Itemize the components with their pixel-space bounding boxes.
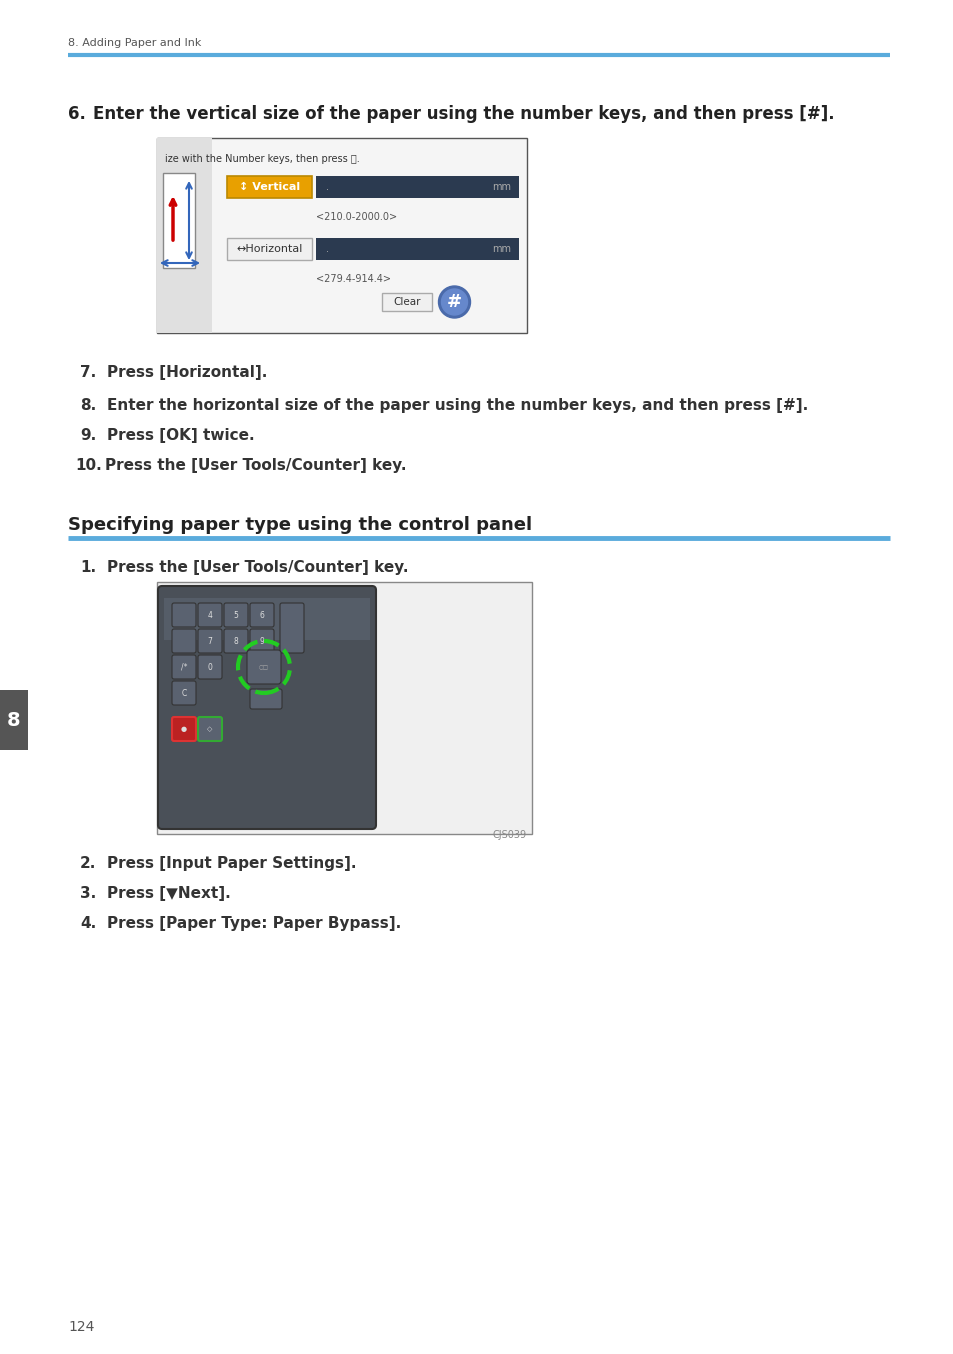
Text: 8: 8 <box>233 636 238 646</box>
Text: 7.: 7. <box>80 366 96 380</box>
FancyBboxPatch shape <box>250 689 282 709</box>
FancyBboxPatch shape <box>157 138 212 333</box>
FancyBboxPatch shape <box>247 650 281 684</box>
Text: 7: 7 <box>208 636 213 646</box>
Text: Enter the horizontal size of the paper using the number keys, and then press [#]: Enter the horizontal size of the paper u… <box>107 398 807 413</box>
FancyBboxPatch shape <box>280 603 304 653</box>
Text: C: C <box>181 688 187 697</box>
Text: <210.0-2000.0>: <210.0-2000.0> <box>315 213 396 222</box>
FancyBboxPatch shape <box>315 238 518 260</box>
Text: ○□: ○□ <box>258 665 269 669</box>
Circle shape <box>438 286 470 318</box>
Text: ↔Horizontal: ↔Horizontal <box>236 244 302 255</box>
Text: /*: /* <box>180 662 187 672</box>
FancyBboxPatch shape <box>250 603 274 627</box>
FancyBboxPatch shape <box>0 691 28 750</box>
Text: <279.4-914.4>: <279.4-914.4> <box>315 274 391 284</box>
Text: Press [Paper Type: Paper Bypass].: Press [Paper Type: Paper Bypass]. <box>107 917 401 932</box>
Text: 0: 0 <box>208 662 213 672</box>
Circle shape <box>441 288 467 315</box>
Text: 8.: 8. <box>80 398 96 413</box>
FancyBboxPatch shape <box>157 138 526 333</box>
Text: 6.: 6. <box>68 106 86 123</box>
Text: ●: ● <box>181 726 187 733</box>
FancyBboxPatch shape <box>172 681 195 705</box>
Text: CJS039: CJS039 <box>493 830 526 839</box>
FancyBboxPatch shape <box>157 582 532 834</box>
Text: 3.: 3. <box>80 886 96 900</box>
Text: 124: 124 <box>68 1320 94 1334</box>
FancyBboxPatch shape <box>250 630 274 653</box>
FancyBboxPatch shape <box>227 238 312 260</box>
Text: Press [OK] twice.: Press [OK] twice. <box>107 428 254 443</box>
FancyBboxPatch shape <box>227 176 312 198</box>
FancyBboxPatch shape <box>172 718 195 741</box>
Text: ↕ Vertical: ↕ Vertical <box>238 181 300 192</box>
FancyBboxPatch shape <box>382 292 432 311</box>
FancyBboxPatch shape <box>172 630 195 653</box>
Text: mm: mm <box>492 181 511 192</box>
Text: Specifying paper type using the control panel: Specifying paper type using the control … <box>68 516 532 533</box>
FancyBboxPatch shape <box>158 586 375 829</box>
FancyBboxPatch shape <box>172 655 195 678</box>
Text: Clear: Clear <box>394 297 421 307</box>
Text: 6: 6 <box>259 611 264 620</box>
FancyBboxPatch shape <box>315 176 518 198</box>
Text: 9: 9 <box>259 636 264 646</box>
Text: .: . <box>326 244 329 255</box>
Text: 2.: 2. <box>80 856 96 871</box>
Text: Press [Horizontal].: Press [Horizontal]. <box>107 366 267 380</box>
Text: 10.: 10. <box>75 458 102 473</box>
Text: 9.: 9. <box>80 428 96 443</box>
Text: 4: 4 <box>208 611 213 620</box>
Text: #: # <box>446 292 461 311</box>
FancyBboxPatch shape <box>164 598 370 640</box>
FancyBboxPatch shape <box>224 603 248 627</box>
Text: 4.: 4. <box>80 917 96 932</box>
FancyBboxPatch shape <box>198 655 222 678</box>
Text: 8: 8 <box>8 711 21 730</box>
FancyBboxPatch shape <box>198 718 222 741</box>
Text: Press the [User Tools/Counter] key.: Press the [User Tools/Counter] key. <box>105 458 406 473</box>
Text: ize with the Number keys, then press Ⓒ.: ize with the Number keys, then press Ⓒ. <box>165 154 359 164</box>
Text: 1.: 1. <box>80 561 96 575</box>
FancyBboxPatch shape <box>172 603 195 627</box>
Text: mm: mm <box>492 244 511 255</box>
Text: Press the [User Tools/Counter] key.: Press the [User Tools/Counter] key. <box>107 561 408 575</box>
FancyBboxPatch shape <box>163 173 194 268</box>
Text: Press [Input Paper Settings].: Press [Input Paper Settings]. <box>107 856 356 871</box>
Text: Enter the vertical size of the paper using the number keys, and then press [#].: Enter the vertical size of the paper usi… <box>92 106 834 123</box>
Text: 8. Adding Paper and Ink: 8. Adding Paper and Ink <box>68 38 201 47</box>
Text: 5: 5 <box>233 611 238 620</box>
Text: .: . <box>326 181 329 192</box>
Text: ◇: ◇ <box>207 726 213 733</box>
Text: Press [▼Next].: Press [▼Next]. <box>107 886 231 900</box>
FancyBboxPatch shape <box>198 630 222 653</box>
FancyBboxPatch shape <box>224 630 248 653</box>
FancyBboxPatch shape <box>198 603 222 627</box>
